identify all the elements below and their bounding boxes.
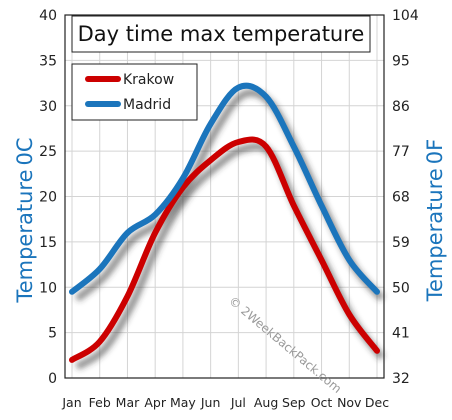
plot-frame bbox=[64, 14, 385, 379]
right-tick-label: 77 bbox=[392, 144, 410, 160]
left-axis-title-text: Temperature bbox=[13, 170, 37, 304]
x-tick-label: Jun bbox=[200, 395, 221, 410]
legend-label-madrid: Madrid bbox=[123, 97, 171, 113]
x-tick-label: Mar bbox=[116, 395, 140, 410]
x-tick-label: Dec bbox=[365, 395, 389, 410]
left-tick-label: 40 bbox=[39, 8, 57, 24]
right-tick-label: 86 bbox=[392, 99, 410, 115]
right-tick-label: 32 bbox=[392, 371, 410, 387]
left-tick-label: 20 bbox=[39, 190, 57, 206]
x-axis-ticks: Jan Feb Mar Apr May Jun Jul Aug Sep Oct Nov Dec bbox=[61, 395, 389, 410]
legend-label-krakow: Krakow bbox=[123, 72, 174, 88]
chart-title: Day time max temperature bbox=[78, 22, 365, 46]
series-lines bbox=[69, 82, 380, 363]
left-axis-ticks: 0 5 10 15 20 25 30 35 40 bbox=[39, 8, 57, 387]
svg-text:Temperature0F: Temperature 0F bbox=[423, 139, 447, 302]
right-tick-label: 50 bbox=[392, 280, 410, 296]
x-tick-label: Jul bbox=[230, 395, 246, 410]
x-tick-label: Aug bbox=[254, 395, 278, 410]
right-tick-label: 41 bbox=[392, 326, 410, 342]
right-tick-label: 59 bbox=[392, 235, 410, 251]
x-tick-label: Sep bbox=[282, 395, 306, 410]
left-tick-label: 0 bbox=[48, 371, 57, 387]
right-tick-label: 104 bbox=[392, 8, 419, 24]
right-axis-unit: 0F bbox=[423, 139, 447, 164]
left-tick-label: 5 bbox=[48, 326, 57, 342]
right-axis-title-text: Temperature bbox=[423, 168, 447, 302]
left-tick-label: 35 bbox=[39, 53, 57, 69]
legend-box bbox=[71, 63, 198, 121]
x-tick-label: Nov bbox=[337, 395, 362, 410]
series-line-krakow bbox=[69, 136, 380, 363]
left-tick-label: 15 bbox=[39, 235, 57, 251]
right-axis-title: Temperature 0F bbox=[423, 139, 447, 302]
left-tick-label: 10 bbox=[39, 280, 57, 296]
left-tick-label: 30 bbox=[39, 99, 57, 115]
x-tick-label: Feb bbox=[89, 395, 111, 410]
right-tick-label: 95 bbox=[392, 53, 410, 69]
series-line-madrid bbox=[69, 82, 380, 295]
watermark: © 2WeekBackPack.com bbox=[226, 294, 344, 396]
x-tick-label: May bbox=[170, 395, 196, 410]
left-axis-unit: 0C bbox=[13, 137, 37, 165]
x-tick-label: Apr bbox=[144, 395, 166, 410]
legend: Krakow Madrid bbox=[71, 63, 198, 121]
title-box bbox=[71, 15, 371, 53]
x-tick-label: Jan bbox=[61, 395, 81, 410]
svg-text:Temperature0C: Temperature 0C bbox=[13, 137, 37, 303]
series-shadow-madrid bbox=[74, 89, 385, 302]
left-axis-title: Temperature 0C bbox=[13, 137, 37, 303]
right-tick-label: 68 bbox=[392, 190, 410, 206]
right-axis-ticks: 32 41 50 59 68 77 86 95 104 bbox=[392, 8, 419, 387]
x-tick-label: Oct bbox=[311, 395, 333, 410]
left-tick-label: 25 bbox=[39, 144, 57, 160]
